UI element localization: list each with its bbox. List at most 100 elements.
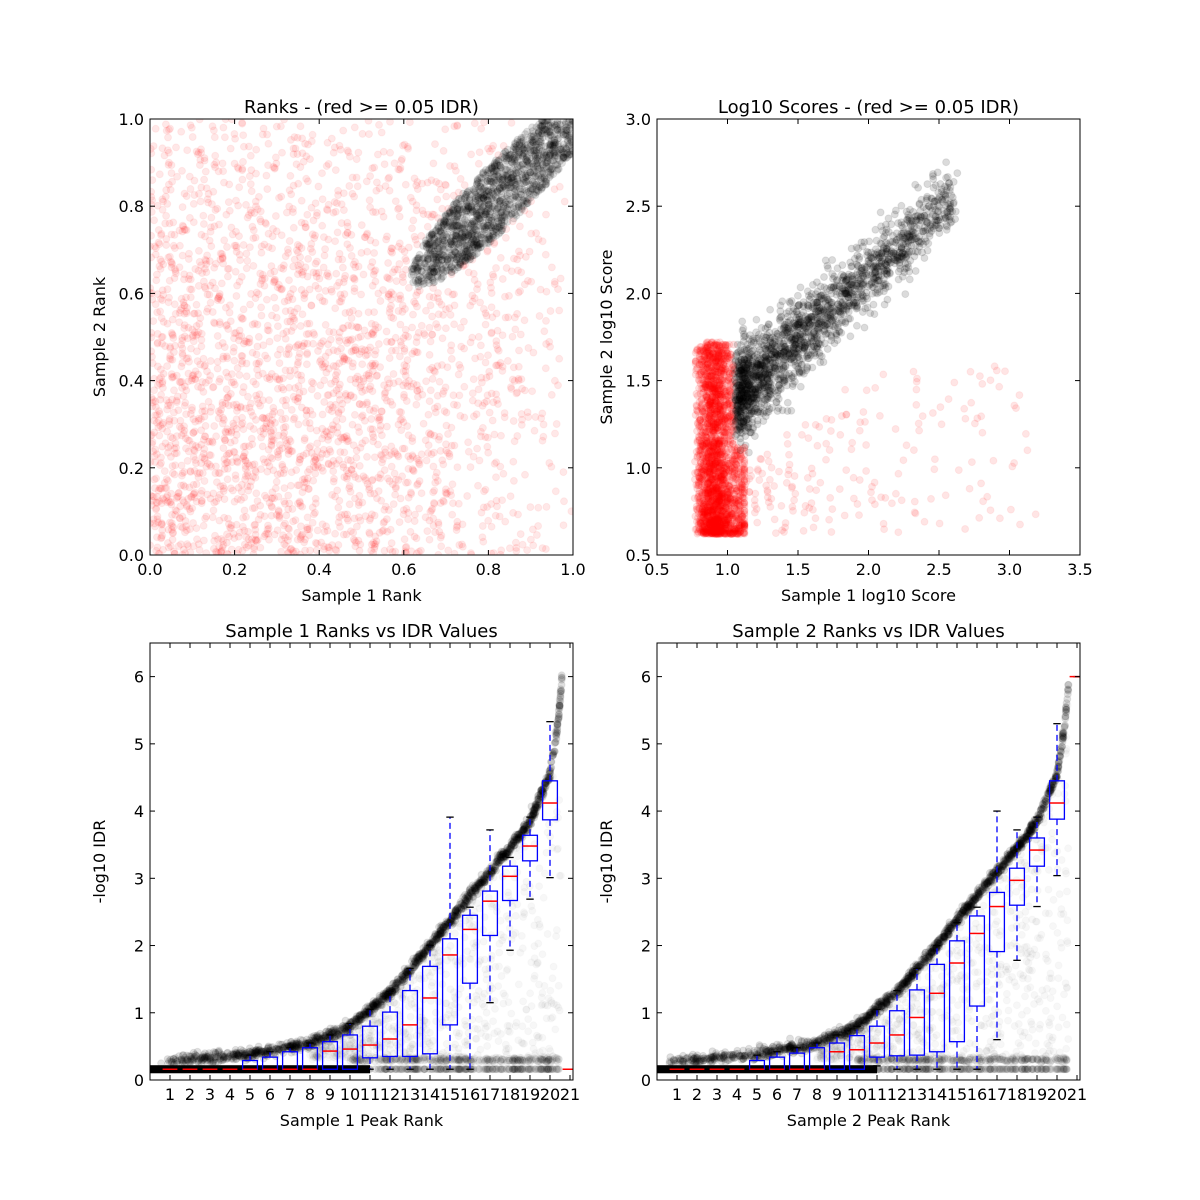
scatter-point	[206, 371, 215, 380]
scatter-point	[386, 148, 395, 157]
scatter-point	[264, 139, 273, 148]
scatter-point	[268, 503, 276, 512]
scatter-point	[404, 452, 413, 461]
scatter-point	[369, 270, 378, 279]
scatter-point	[375, 184, 384, 193]
scatter-point	[153, 362, 162, 371]
scatter-point	[265, 375, 274, 384]
scatter-point	[225, 308, 234, 317]
scatter-point	[169, 218, 178, 227]
scatter-point	[409, 379, 418, 388]
scatter-point	[493, 345, 502, 353]
scatter-point	[436, 185, 445, 194]
scatter-point	[367, 415, 376, 423]
scatter-point	[152, 504, 161, 513]
scatter-point	[289, 323, 298, 332]
scatter-point	[340, 355, 349, 364]
scatter-point	[309, 329, 318, 337]
scatter-point	[168, 177, 177, 186]
scatter-point	[156, 395, 165, 404]
scatter-point	[273, 334, 282, 343]
scatter-point	[273, 283, 282, 292]
scatter-point	[425, 516, 434, 525]
scatter-point	[514, 288, 523, 297]
scatter-point	[509, 508, 518, 517]
scatter-point	[514, 376, 523, 385]
scatter-point	[363, 398, 371, 407]
scatter-point	[185, 213, 194, 222]
scatter-point	[302, 174, 311, 183]
scatter-point	[367, 319, 376, 328]
scatter-point	[493, 326, 502, 335]
scatter-point	[550, 185, 559, 194]
scatter-point	[179, 222, 188, 231]
scatter-point	[483, 442, 492, 451]
scatter-point	[348, 306, 357, 315]
scatter-point	[331, 545, 340, 554]
scatter-point	[216, 482, 225, 491]
scatter-point	[365, 196, 374, 205]
scatter-point	[409, 310, 417, 319]
scatter-point	[285, 499, 294, 508]
scatter-point	[435, 377, 444, 386]
scatter-point	[202, 260, 211, 269]
scatter-point	[460, 382, 469, 391]
scatter-point	[525, 210, 534, 219]
scatter-point	[302, 330, 311, 339]
scatter-point	[380, 517, 389, 526]
scatter-point	[366, 489, 375, 498]
scatter-point	[157, 314, 166, 323]
scatter-point	[498, 362, 507, 371]
scatter-point	[196, 155, 205, 164]
scatter-point	[300, 538, 309, 547]
scatter-point	[368, 425, 377, 434]
scatter-point	[328, 541, 337, 550]
scatter-point	[200, 477, 209, 485]
scatter-point	[162, 241, 171, 249]
scatter-point	[281, 533, 290, 542]
scatter-point	[394, 205, 402, 214]
scatter-point	[195, 319, 204, 328]
scatter-point	[311, 456, 320, 464]
scatter-point	[485, 213, 494, 222]
scatter-point	[268, 410, 277, 419]
scatter-point	[383, 474, 392, 483]
scatter-point	[374, 323, 383, 332]
scatter-point	[230, 534, 239, 543]
scatter-point	[159, 317, 168, 326]
scatter-point	[310, 330, 319, 339]
scatter-point	[327, 461, 336, 470]
scatter-point	[371, 539, 380, 548]
scatter-point	[538, 173, 547, 182]
scatter-point	[288, 204, 297, 213]
scatter-point	[314, 182, 323, 191]
scatter-point	[473, 280, 482, 289]
scatter-point	[165, 398, 174, 407]
scatter-point	[497, 208, 506, 217]
scatter-point	[402, 362, 411, 371]
scatter-point	[385, 305, 394, 313]
scatter-point	[476, 427, 485, 436]
scatter-point	[311, 463, 320, 472]
scatter-point	[298, 310, 307, 319]
scatter-point	[214, 407, 223, 416]
scatter-point	[395, 239, 404, 248]
scatter-point	[178, 251, 187, 260]
scatter-point	[158, 339, 167, 348]
scatter-point	[322, 427, 330, 436]
scatter-point	[410, 232, 419, 241]
scatter-point	[186, 293, 195, 302]
scatter-point	[436, 499, 445, 507]
scatter-point	[256, 510, 265, 519]
scatter-point	[287, 468, 296, 477]
scatter-point	[524, 344, 533, 352]
scatter-point	[251, 415, 260, 424]
scatter-point	[380, 546, 389, 555]
scatter-point	[198, 453, 207, 462]
scatter-point	[368, 281, 377, 290]
scatter-point	[271, 304, 280, 312]
scatter-point	[402, 478, 410, 487]
scatter-point	[324, 348, 333, 357]
scatter-point	[425, 535, 434, 544]
scatter-point	[346, 336, 355, 345]
